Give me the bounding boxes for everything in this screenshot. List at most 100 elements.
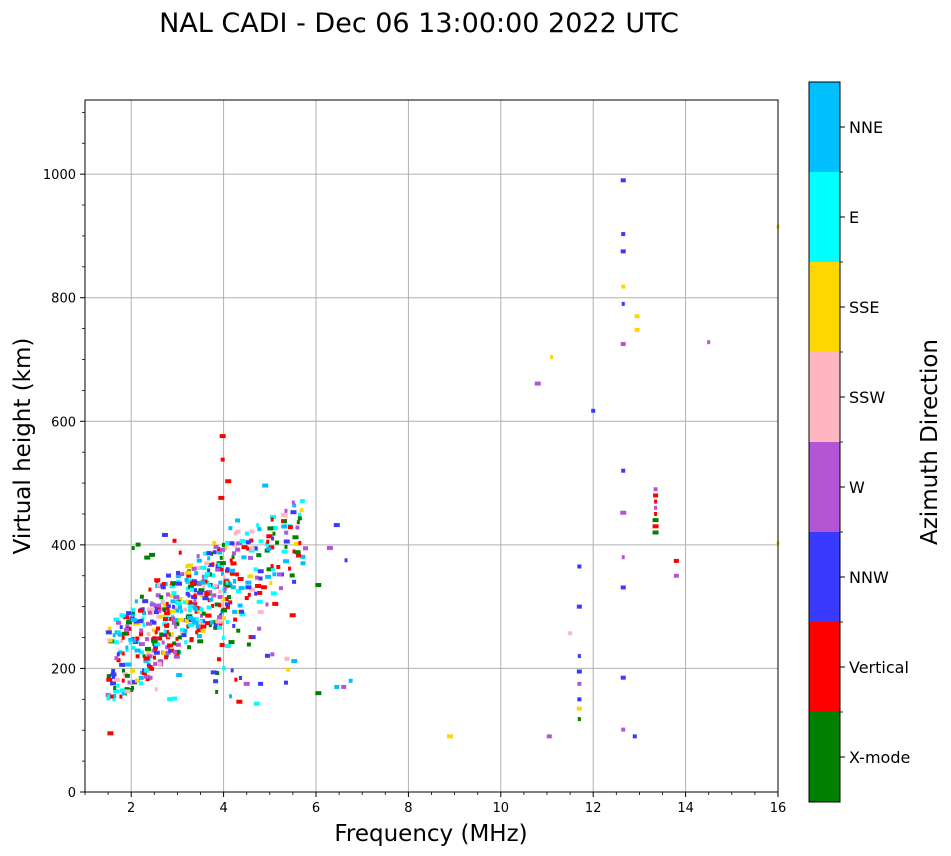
y-tick-label: 600 [51,415,76,430]
echo-point [269,580,273,585]
echo-point [134,648,141,653]
echo-point [298,540,302,545]
echo-point [155,626,160,631]
echo-point [258,576,263,581]
echo-point [164,633,168,638]
echo-point [125,620,132,625]
echo-point [172,641,177,646]
echo-point [199,613,203,618]
echo-point [132,621,139,626]
echo-point [186,624,190,629]
y-tick-label: 200 [51,662,76,677]
colorbar-tick-label: E [849,208,859,227]
echo-point [169,584,176,589]
echo-point [144,637,149,642]
echo-point [172,604,176,609]
echo-point [272,531,276,536]
echo-point [221,597,226,602]
echo-point [213,625,218,630]
echo-point [171,616,176,621]
echo-point [249,538,254,543]
echo-point [621,468,626,473]
echo-point [110,681,117,686]
x-tick-label: 6 [312,801,320,816]
x-tick-label: 8 [404,801,412,816]
echo-point [160,585,166,590]
echo-point [203,574,208,579]
echo-point [141,616,145,621]
echo-point [175,636,179,641]
echo-point [106,674,111,679]
echo-point [188,622,195,627]
echo-point [257,569,264,574]
echo-point [195,624,200,629]
echo-point [204,621,210,626]
echo-point [184,640,188,645]
x-tick-label: 4 [219,801,227,816]
echo-point [216,657,221,662]
echo-point [257,626,262,631]
echo-point [181,633,187,638]
echo-point [139,628,144,633]
echo-point [194,609,198,614]
echo-point [264,653,270,658]
echo-point [267,526,274,531]
colorbar: X-mode Vertical NNW W SSW SSE E NNE [808,81,910,803]
echo-point [154,606,160,611]
echo-point [193,616,199,621]
echo-point [124,687,130,692]
colorbar-tick-label: X-mode [849,748,910,767]
echo-point [176,673,183,678]
echo-point [168,616,175,621]
echo-point [272,601,279,606]
echo-point [278,586,283,591]
echo-point [315,583,322,588]
echo-point [153,647,157,652]
echo-point [171,591,177,596]
echo-point [245,585,252,590]
echo-point [176,570,181,575]
echo-point [175,642,181,647]
echo-point [121,635,125,640]
echo-point [112,633,116,638]
echo-point [148,587,152,592]
echo-point [634,314,640,319]
echo-point [577,681,582,686]
echo-point [264,542,269,547]
echo-point [266,567,273,572]
echo-point [213,544,219,549]
echo-point [228,600,233,605]
echo-point [231,555,235,560]
echo-point [124,689,131,694]
echo-point [223,543,229,548]
echo-point [295,525,300,530]
echo-point [125,624,130,629]
echo-point [189,637,194,642]
echo-point [239,538,246,543]
echo-point [188,584,195,589]
echo-point [121,678,125,683]
y-tick-label: 1000 [43,168,76,183]
echo-point [284,544,288,549]
echo-point [272,572,277,577]
echo-point [205,613,212,618]
echo-point [113,689,120,694]
colorbar-tick-label: SSW [849,388,885,407]
echo-point [180,572,185,577]
echo-point [218,603,222,608]
echo-point [175,601,182,606]
echo-point [125,662,132,667]
echo-point [124,673,130,678]
echo-point [125,645,129,650]
echo-point [247,592,251,597]
echo-point [162,651,167,656]
echo-point [156,614,160,619]
echo-point [266,534,273,539]
echo-points [105,178,780,739]
echo-point [222,666,227,671]
echo-point [300,554,306,559]
echo-point [224,602,230,607]
echo-point [302,546,308,551]
echo-point [226,595,231,600]
echo-point [253,567,258,572]
